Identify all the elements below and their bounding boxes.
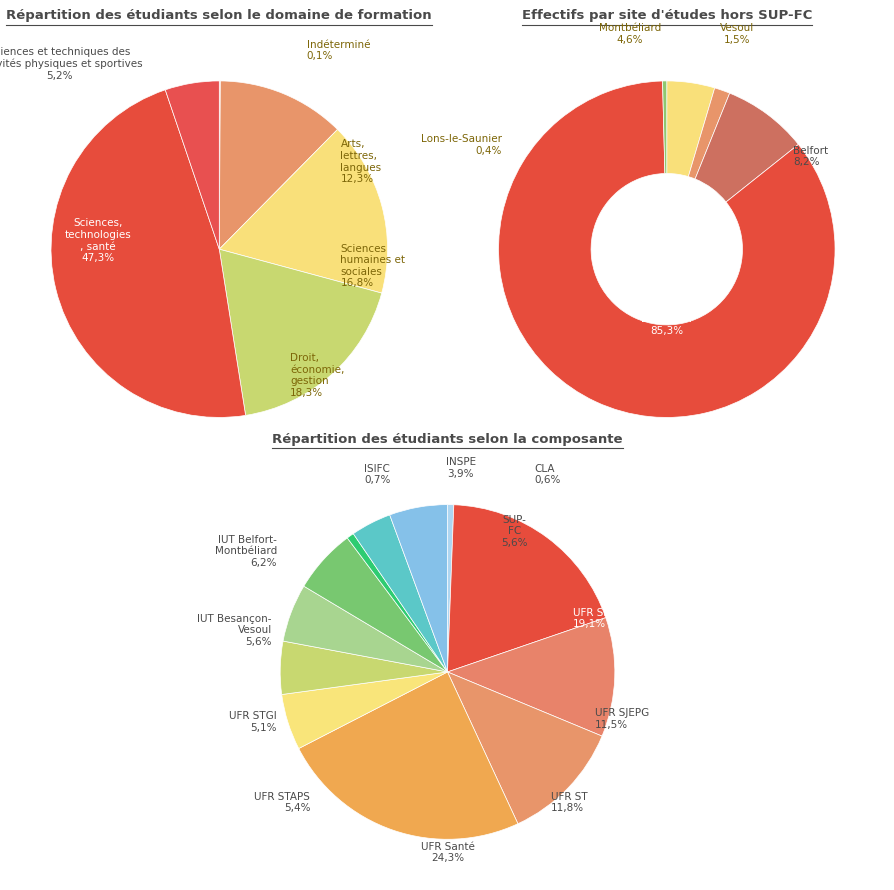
Text: Sciences
humaines et
sociales
16,8%: Sciences humaines et sociales 16,8% [340, 244, 405, 288]
Text: Sciences,
technologies
, santé
47,3%: Sciences, technologies , santé 47,3% [64, 218, 131, 263]
Text: Droit,
économie,
gestion
18,3%: Droit, économie, gestion 18,3% [290, 353, 344, 398]
Wedge shape [219, 249, 381, 416]
Wedge shape [666, 81, 714, 176]
Text: UFR ST
11,8%: UFR ST 11,8% [551, 792, 587, 813]
Wedge shape [662, 81, 666, 174]
Wedge shape [347, 534, 447, 672]
Text: UFR Santé
24,3%: UFR Santé 24,3% [420, 842, 474, 863]
Text: ISIFC
0,7%: ISIFC 0,7% [364, 464, 390, 485]
Wedge shape [498, 81, 834, 417]
Wedge shape [303, 538, 447, 672]
Text: Belfort
8,2%: Belfort 8,2% [792, 146, 827, 167]
Wedge shape [353, 515, 447, 672]
Wedge shape [282, 672, 447, 748]
Wedge shape [219, 81, 220, 249]
Text: Besançon
85,3%: Besançon 85,3% [641, 314, 691, 336]
Wedge shape [219, 129, 387, 293]
Wedge shape [447, 505, 605, 672]
Text: CLA
0,6%: CLA 0,6% [534, 464, 561, 485]
Text: Arts,
lettres,
langues
12,3%: Arts, lettres, langues 12,3% [340, 140, 381, 184]
Wedge shape [283, 587, 447, 672]
Text: Montbéliard
4,6%: Montbéliard 4,6% [598, 23, 660, 44]
Text: UFR STGI
5,1%: UFR STGI 5,1% [229, 711, 276, 733]
Wedge shape [687, 88, 729, 179]
Wedge shape [447, 672, 602, 824]
Title: Répartition des étudiants selon le domaine de formation: Répartition des étudiants selon le domai… [6, 10, 432, 22]
Text: Lons-le-Saunier
0,4%: Lons-le-Saunier 0,4% [420, 134, 502, 156]
Title: Effectifs par site d'études hors SUP-FC: Effectifs par site d'études hors SUP-FC [521, 10, 811, 22]
Text: Vesoul
1,5%: Vesoul 1,5% [720, 23, 754, 44]
Wedge shape [447, 618, 614, 736]
Text: UFR SJEPG
11,5%: UFR SJEPG 11,5% [595, 708, 648, 730]
Text: IUT Belfort-
Montbéliard
6,2%: IUT Belfort- Montbéliard 6,2% [215, 535, 276, 568]
Wedge shape [389, 505, 447, 672]
Text: Sciences et techniques des
activités physiques et sportives
5,2%: Sciences et techniques des activités phy… [0, 47, 142, 81]
Wedge shape [447, 505, 453, 672]
Wedge shape [695, 93, 797, 202]
Text: IUT Besançon-
Vesoul
5,6%: IUT Besançon- Vesoul 5,6% [197, 613, 272, 647]
Wedge shape [280, 641, 447, 694]
Text: Indéterminé
0,1%: Indéterminé 0,1% [307, 40, 370, 61]
Wedge shape [299, 672, 518, 839]
Wedge shape [165, 81, 219, 249]
Text: INSPE
3,9%: INSPE 3,9% [445, 457, 476, 479]
Text: UFR SLHS
19,1%: UFR SLHS 19,1% [572, 608, 623, 629]
Text: SUP-
FC
5,6%: SUP- FC 5,6% [501, 514, 527, 548]
Wedge shape [51, 90, 245, 417]
Text: UFR STAPS
5,4%: UFR STAPS 5,4% [254, 792, 310, 813]
Title: Répartition des étudiants selon la composante: Répartition des étudiants selon la compo… [272, 433, 622, 447]
Wedge shape [219, 81, 337, 249]
